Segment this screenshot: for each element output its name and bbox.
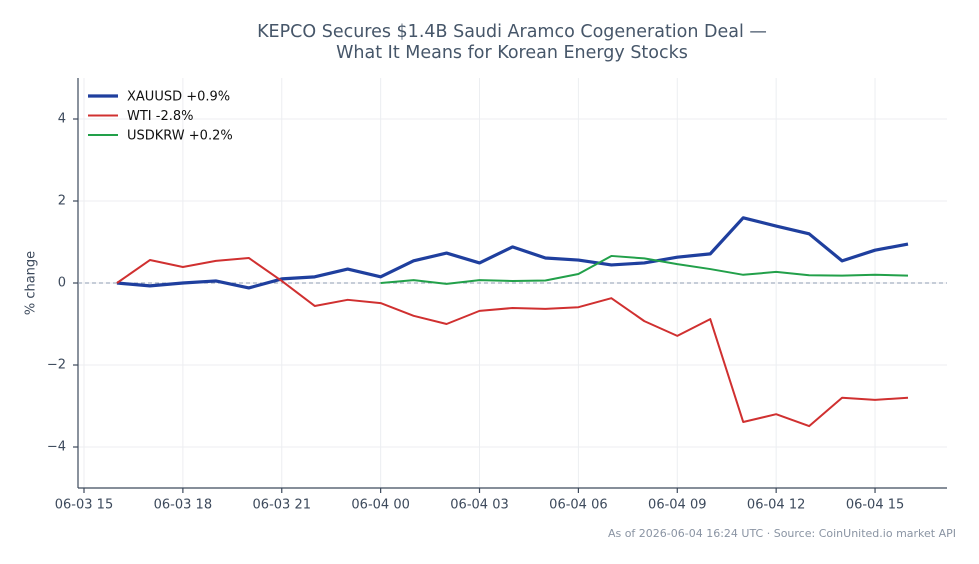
x-tick-label: 06-04 00 <box>351 498 409 513</box>
series-line <box>380 254 909 285</box>
legend-label: USDKRW +0.2% <box>127 129 233 144</box>
y-tick-label: −4 <box>47 440 66 455</box>
chart-title: What It Means for Korean Energy Stocks <box>336 43 688 63</box>
footer: As of 2026-06-04 16:24 UTC · Source: Coi… <box>608 527 956 540</box>
legend-label: XAUUSD +0.9% <box>127 90 230 105</box>
x-tick-label: 06-04 15 <box>846 498 904 513</box>
series-line <box>116 216 909 290</box>
x-tick-label: 06-03 18 <box>154 498 212 513</box>
series-line <box>116 256 909 428</box>
y-tick-label: 4 <box>58 112 66 127</box>
x-tick-label: 06-04 03 <box>450 498 508 513</box>
x-tick-label: 06-03 15 <box>55 498 113 513</box>
y-tick-label: −2 <box>47 358 66 373</box>
x-tick-label: 06-04 09 <box>648 498 706 513</box>
x-tick-label: 06-04 12 <box>747 498 805 513</box>
x-tick-label: 06-04 06 <box>549 498 607 513</box>
y-tick-label: 0 <box>58 276 66 291</box>
legend-label: WTI -2.8% <box>127 109 193 124</box>
chart-title: KEPCO Secures $1.4B Saudi Aramco Cogener… <box>257 22 767 42</box>
y-tick-label: 2 <box>58 194 66 209</box>
x-tick-label: 06-03 21 <box>253 498 311 513</box>
y-axis-label: % change <box>24 251 39 315</box>
